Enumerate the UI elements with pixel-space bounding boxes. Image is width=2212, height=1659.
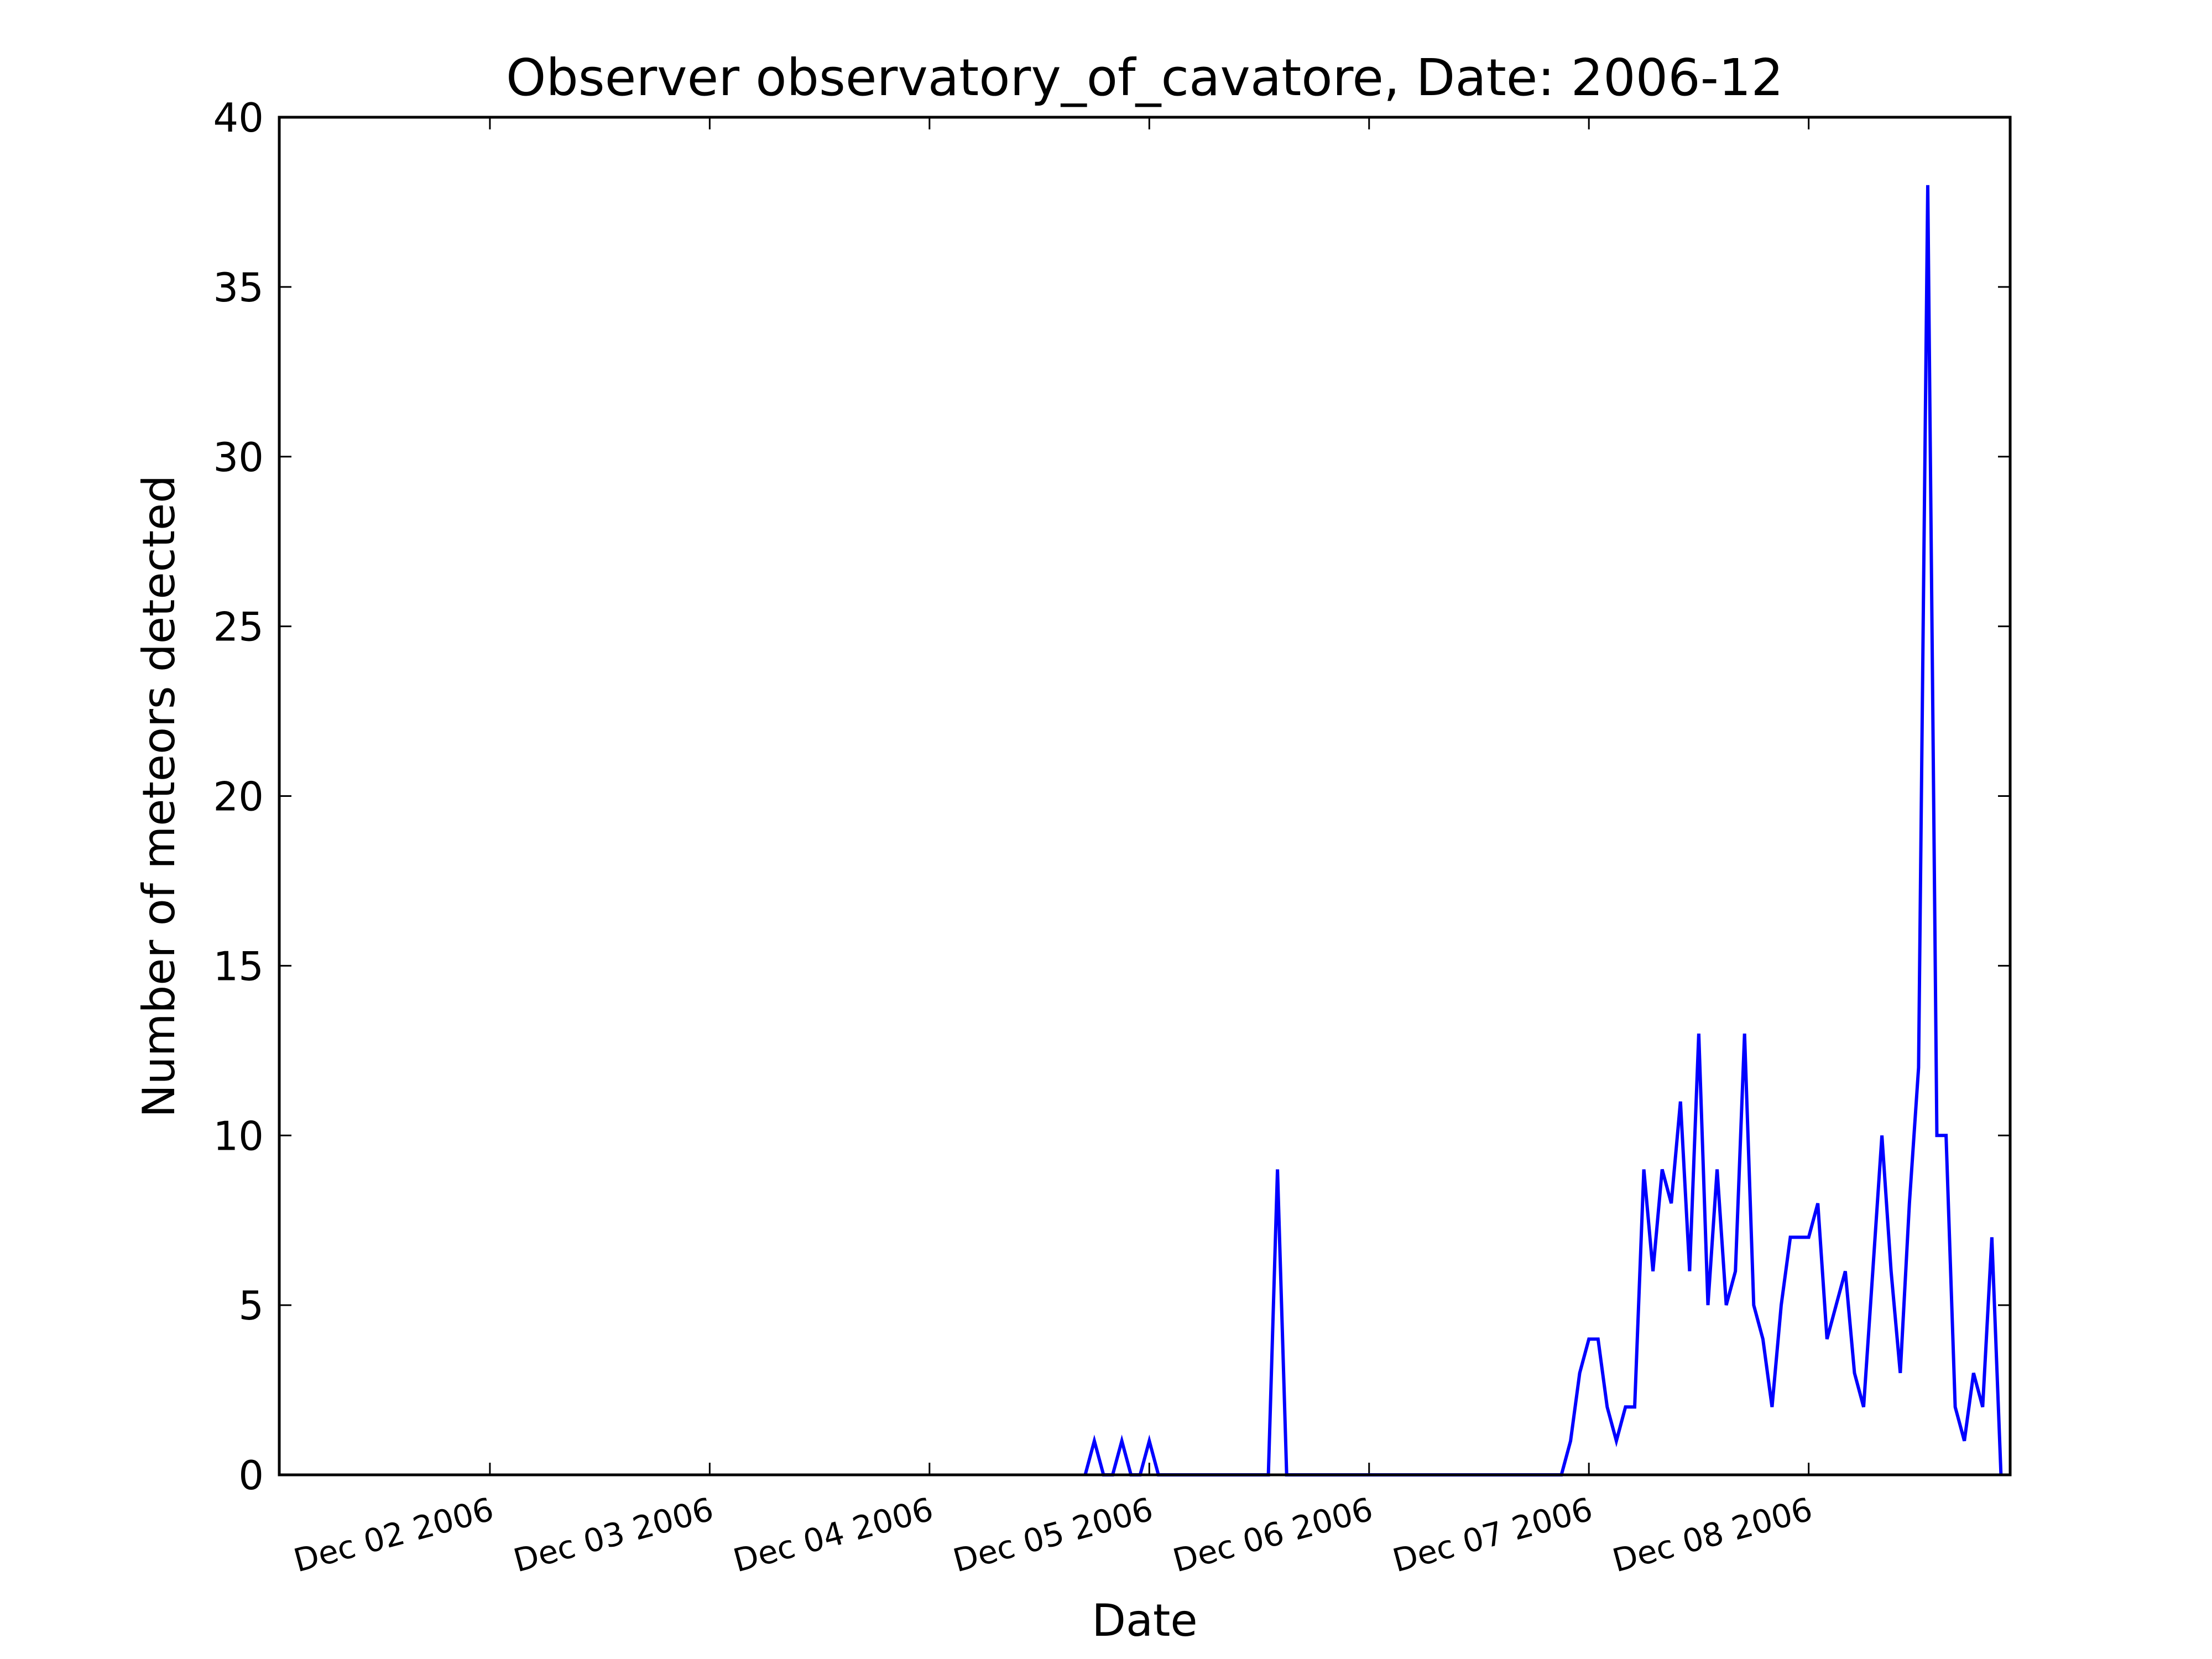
y-tick-label-35: 35 <box>213 264 264 311</box>
y-tick-label-5: 5 <box>238 1282 264 1329</box>
y-tick-label-30: 30 <box>213 434 264 481</box>
y-tick-label-40: 40 <box>213 95 264 141</box>
y-axis-label: Number of meteors detected <box>133 475 185 1118</box>
series-line-0 <box>1083 185 2003 1477</box>
series-group <box>1083 185 2003 1477</box>
y-tick-label-25: 25 <box>213 604 264 650</box>
y-tick-label-10: 10 <box>213 1113 264 1159</box>
y-tick-labels: 0 5 10 15 20 25 30 35 40 <box>213 95 264 1499</box>
y-tick-label-15: 15 <box>213 943 264 989</box>
x-axis-label: Date <box>1092 1595 1197 1646</box>
axis-ticks <box>279 116 2010 1476</box>
chart-title: Observer observatory_of_cavatore, Date: … <box>506 48 1783 107</box>
plot-area <box>279 117 2010 1475</box>
y-tick-label-20: 20 <box>213 774 264 820</box>
plot-frame <box>278 116 2012 1477</box>
y-tick-label-0: 0 <box>238 1452 264 1499</box>
